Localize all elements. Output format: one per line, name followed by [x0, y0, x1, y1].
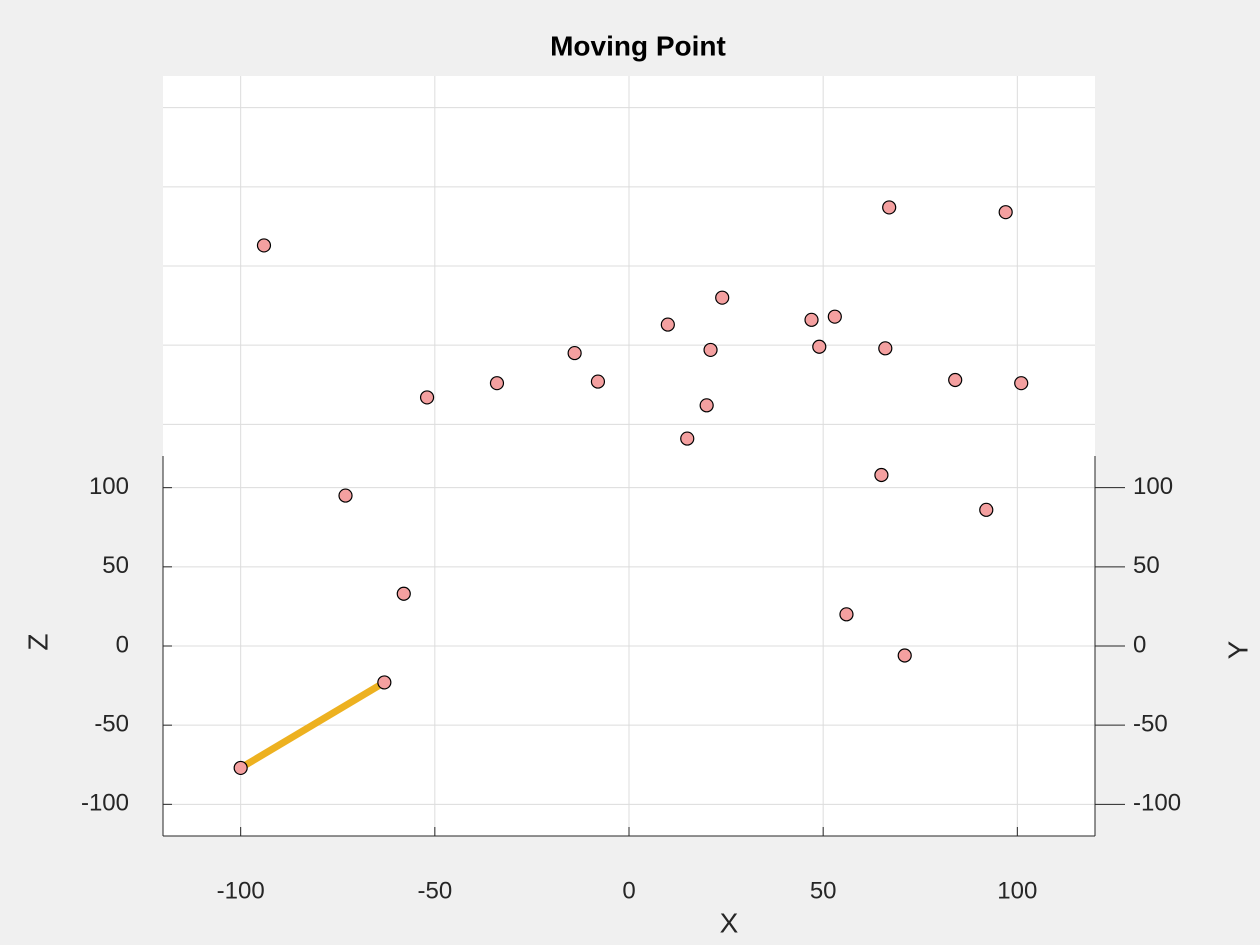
- point: [1014, 376, 1029, 391]
- z-tick-label: -100: [81, 790, 129, 817]
- point: [590, 374, 606, 389]
- z-tick-label: -50: [94, 711, 129, 738]
- y-tick-label: 100: [1133, 473, 1173, 500]
- point: [396, 586, 411, 601]
- point: [839, 607, 854, 622]
- point: [489, 376, 505, 391]
- x-tick-label: -50: [417, 877, 452, 904]
- trail-line: [238, 679, 387, 771]
- x-tick-label: 100: [997, 877, 1037, 904]
- point: [699, 398, 714, 413]
- point: [256, 238, 272, 253]
- point: [338, 488, 353, 503]
- point: [948, 372, 963, 388]
- point: [882, 200, 897, 215]
- x-tick-label: 50: [810, 877, 837, 904]
- point: [419, 390, 435, 405]
- point: [703, 342, 718, 358]
- z-tick-label: 0: [116, 631, 129, 658]
- x-tick-label: -100: [217, 877, 265, 904]
- z-tick-label: 100: [89, 473, 129, 500]
- z-axis-label: Z: [22, 633, 53, 650]
- point: [878, 341, 893, 356]
- point: [897, 648, 912, 663]
- point: [715, 290, 730, 305]
- x-tick-label: 0: [622, 877, 635, 904]
- y-tick-label: -50: [1133, 711, 1168, 738]
- y-axis-label: Y: [1222, 640, 1253, 659]
- chart-title: Moving Point: [550, 30, 726, 61]
- point: [377, 675, 392, 690]
- y-tick-label: 0: [1133, 631, 1146, 658]
- point: [874, 467, 889, 483]
- y-tick-label: 50: [1133, 552, 1160, 579]
- point: [979, 502, 994, 517]
- y-tick-label: -100: [1133, 790, 1181, 817]
- point: [827, 309, 842, 324]
- z-tick-label: 50: [102, 552, 129, 579]
- x-axis-label: X: [720, 907, 739, 938]
- point: [804, 312, 819, 327]
- point: [680, 431, 695, 446]
- point: [233, 760, 248, 776]
- point: [812, 339, 827, 354]
- point: [567, 345, 582, 361]
- point: [660, 317, 675, 332]
- point: [998, 205, 1013, 220]
